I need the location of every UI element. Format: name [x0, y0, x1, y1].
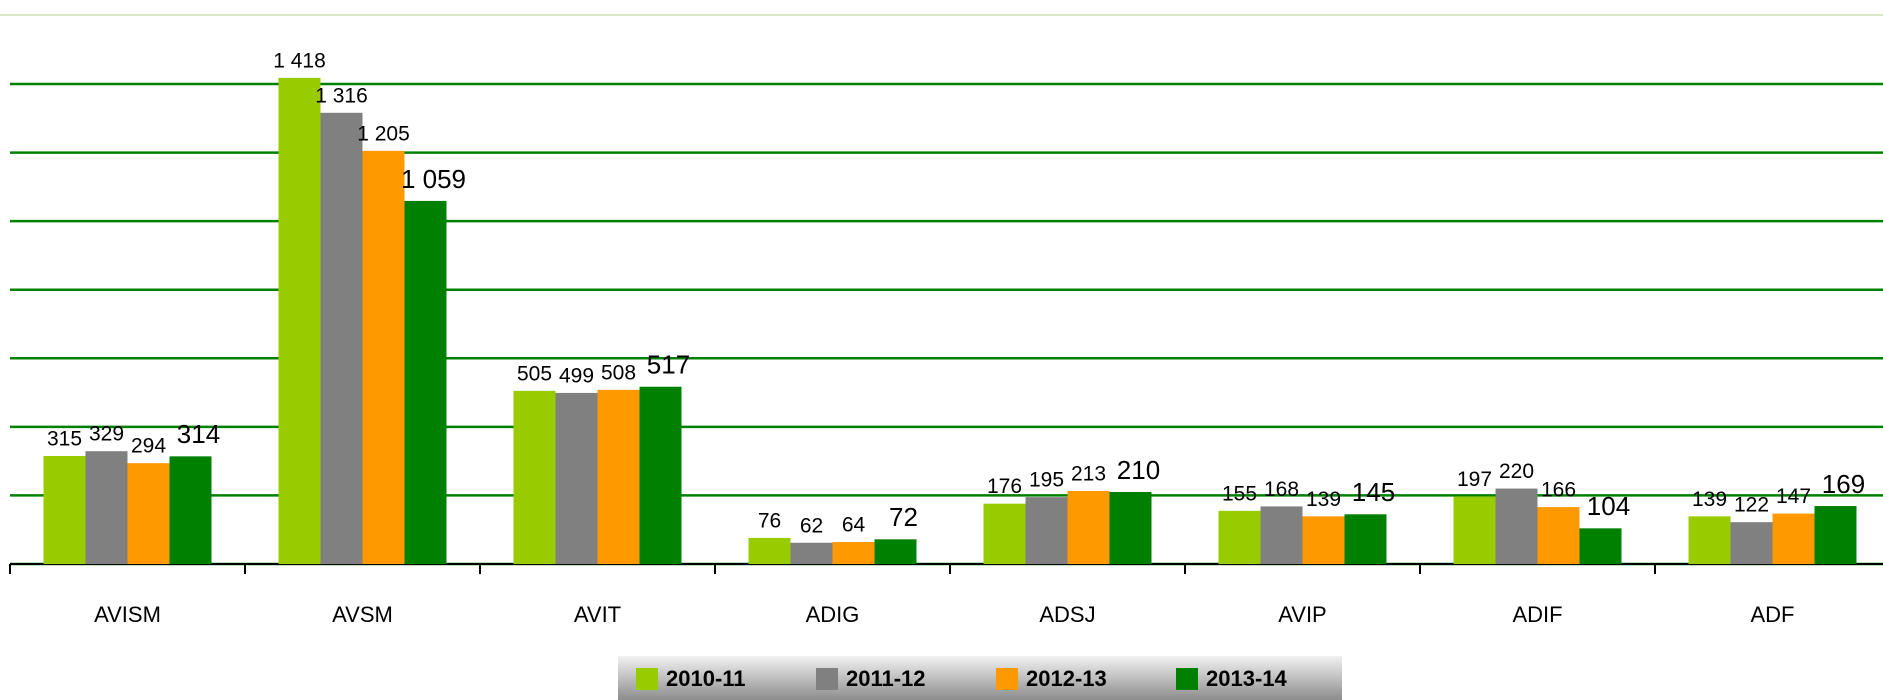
value-label: 155 — [1222, 482, 1257, 505]
value-label: 508 — [601, 361, 636, 384]
value-label: 147 — [1776, 485, 1811, 508]
bar — [1025, 497, 1068, 564]
x-tick-label: AVIP — [1278, 602, 1327, 627]
bar — [874, 539, 917, 564]
value-label: 195 — [1029, 469, 1064, 492]
bar — [127, 463, 170, 564]
x-tick-label: AVSM — [332, 602, 393, 627]
bar — [1344, 514, 1387, 564]
bar — [278, 77, 321, 564]
bar — [790, 542, 833, 564]
legend-box — [618, 656, 1342, 700]
value-label: 220 — [1499, 460, 1534, 483]
value-label: 314 — [177, 419, 220, 449]
legend-swatch — [996, 668, 1018, 690]
legend-label: 2012-13 — [1026, 666, 1107, 691]
bar — [169, 456, 212, 564]
bar — [404, 200, 447, 564]
bar — [1688, 516, 1731, 564]
value-label: 517 — [647, 350, 690, 380]
value-label: 176 — [987, 475, 1022, 498]
legend-swatch — [816, 668, 838, 690]
bar — [983, 503, 1026, 564]
value-label: 76 — [758, 509, 781, 532]
bar — [1302, 516, 1345, 564]
value-label: 72 — [889, 502, 918, 532]
bar — [85, 451, 128, 564]
bar — [1109, 492, 1152, 564]
x-tick-label: ADIF — [1512, 602, 1562, 627]
value-label: 499 — [559, 364, 594, 387]
bar — [1067, 490, 1110, 564]
legend-swatch — [1176, 668, 1198, 690]
bar — [1260, 506, 1303, 564]
value-label: 505 — [517, 362, 552, 385]
value-label: 169 — [1822, 469, 1865, 499]
x-tick-label: ADF — [1751, 602, 1795, 627]
bar — [1772, 513, 1815, 564]
value-label: 139 — [1692, 488, 1727, 511]
x-tick-label: ADIG — [806, 602, 860, 627]
value-label: 1 059 — [401, 164, 466, 194]
value-label: 210 — [1117, 455, 1160, 485]
bar — [513, 390, 556, 564]
bar — [1579, 528, 1622, 564]
legend-label: 2010-11 — [666, 666, 746, 691]
bar — [43, 456, 86, 564]
value-label: 294 — [131, 435, 166, 458]
bar — [1814, 506, 1857, 564]
bar — [1730, 522, 1773, 564]
x-tick-label: AVIT — [574, 602, 621, 627]
value-label: 64 — [842, 514, 866, 537]
value-label: 139 — [1306, 488, 1341, 511]
bar — [1495, 488, 1538, 564]
value-label: 166 — [1541, 479, 1576, 502]
value-label: 315 — [47, 428, 82, 451]
bar — [748, 537, 791, 564]
value-label: 197 — [1457, 468, 1492, 491]
legend-label: 2013-14 — [1206, 666, 1288, 691]
legend-label: 2011-12 — [846, 666, 926, 691]
bar — [1537, 507, 1580, 564]
x-tick-label: AVISM — [94, 602, 161, 627]
x-tick-label: ADSJ — [1039, 602, 1095, 627]
value-label: 213 — [1071, 463, 1106, 486]
value-label: 145 — [1352, 477, 1395, 507]
value-label: 122 — [1734, 494, 1769, 517]
bar — [1218, 510, 1261, 564]
bar — [320, 112, 363, 565]
bar — [1453, 496, 1496, 564]
value-label: 1 316 — [315, 84, 368, 107]
bar — [639, 386, 682, 564]
value-label: 329 — [89, 423, 124, 446]
legend-swatch — [636, 668, 658, 690]
value-label: 1 205 — [357, 122, 410, 145]
bar — [597, 389, 640, 564]
value-label: 168 — [1264, 478, 1299, 501]
value-label: 1 418 — [273, 49, 326, 72]
value-label: 62 — [800, 514, 823, 537]
bar — [555, 392, 598, 564]
bar — [362, 150, 405, 564]
value-label: 104 — [1587, 491, 1630, 521]
bar — [832, 542, 875, 564]
